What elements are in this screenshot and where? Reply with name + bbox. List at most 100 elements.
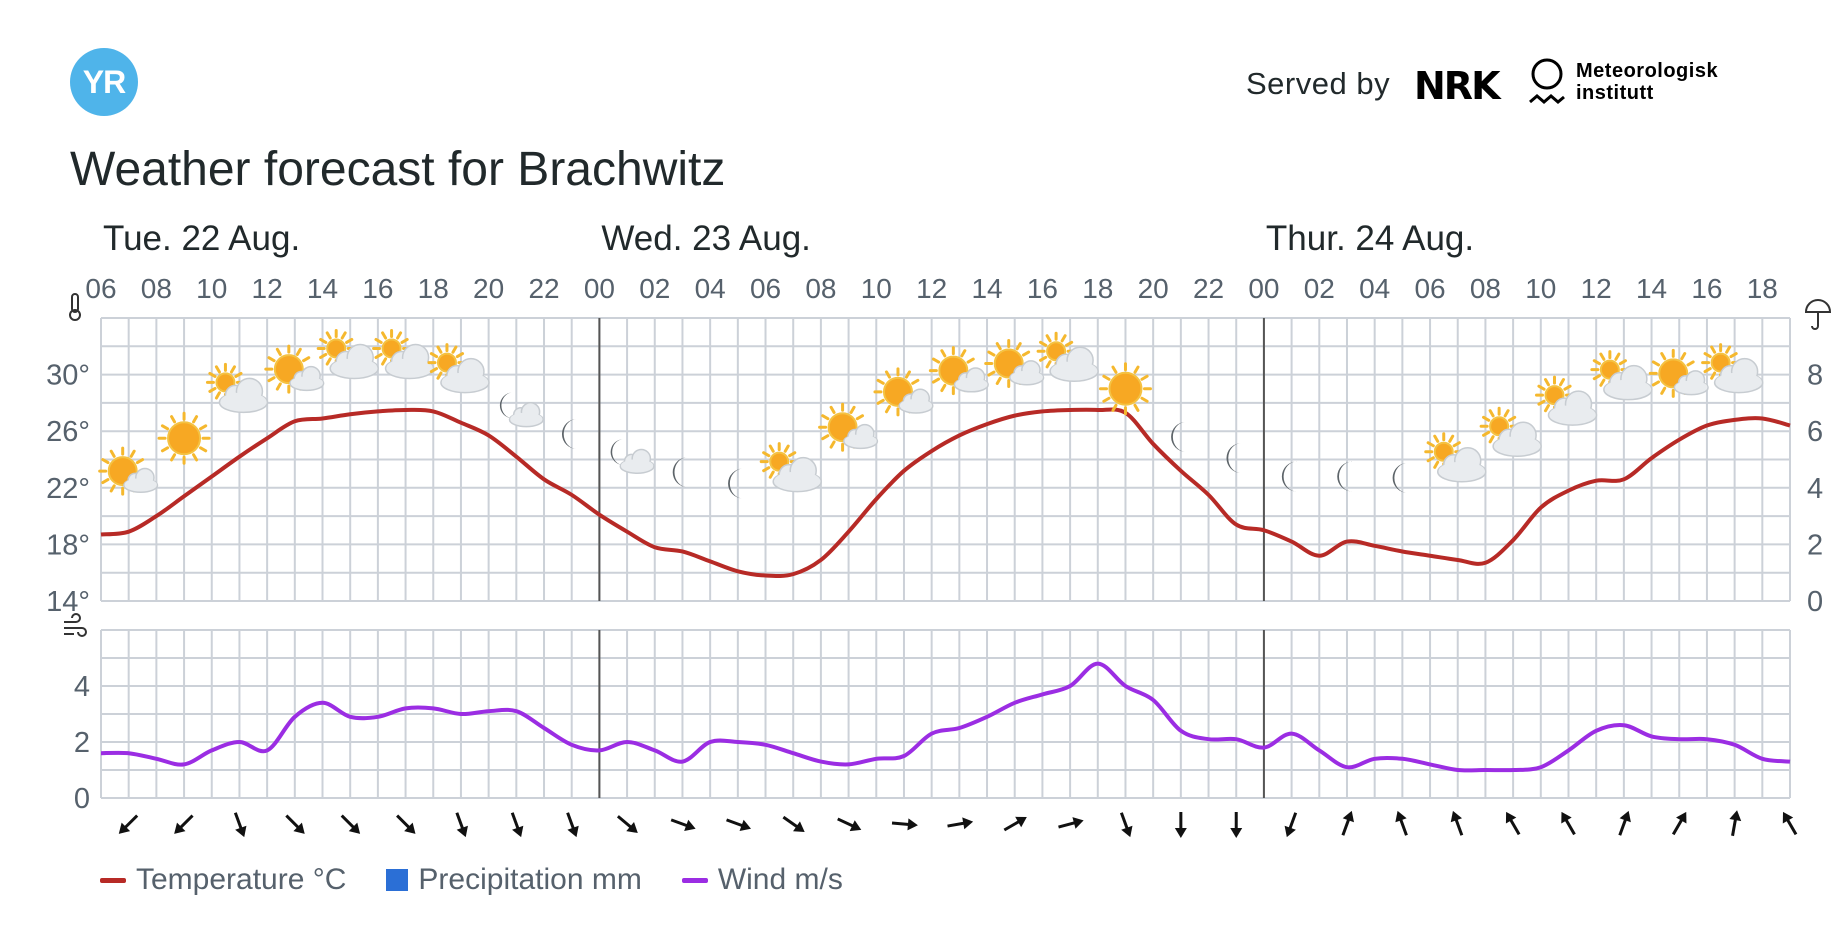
met-line1: Meteorologisk <box>1576 60 1719 82</box>
wind-direction-arrow <box>1561 811 1576 836</box>
legend-precipitation-label: Precipitation mm <box>418 863 642 896</box>
wind-direction-arrow <box>837 817 862 832</box>
wind-direction-arrow <box>118 814 139 834</box>
umbrella-icon <box>1804 299 1832 330</box>
hour-tick-label: 18 <box>1082 273 1113 304</box>
legend-temperature-label: Temperature °C <box>136 863 347 896</box>
hour-tick-label: 14 <box>307 273 338 304</box>
hour-tick-label: 06 <box>85 273 116 304</box>
moon-icon <box>728 468 744 499</box>
nrk-logo[interactable]: NRK <box>1414 64 1501 108</box>
wind-direction-arrow <box>510 812 524 838</box>
wind-direction-arrow <box>1782 811 1798 836</box>
cloudy-sun-icon <box>1479 406 1542 458</box>
temperature-tick-label: 26° <box>46 416 90 448</box>
wind-direction-arrow <box>1395 810 1408 836</box>
wind-direction-arrow <box>455 812 468 838</box>
wind-direction-arrow <box>947 817 974 830</box>
wind-direction-arrow <box>1729 810 1742 837</box>
hour-tick-label: 16 <box>1027 273 1058 304</box>
partly-sunny-icon <box>928 346 989 396</box>
cloudy-sun-icon <box>372 328 435 380</box>
hour-tick-label: 14 <box>971 273 1002 304</box>
met-line2: institutt <box>1576 82 1654 104</box>
wind-direction-arrow <box>616 815 638 833</box>
served-by-block: Served by NRK Meteorologisk institutt <box>1246 50 1846 116</box>
day-label: Tue. 22 Aug. <box>103 219 300 258</box>
precipitation-tick-label: 0 <box>1807 586 1823 618</box>
yr-logo[interactable]: YR <box>70 48 138 116</box>
hour-tick-label: 16 <box>1691 273 1722 304</box>
wind-direction-arrow <box>670 818 696 832</box>
wind-direction-arrow <box>1003 816 1027 832</box>
hour-tick-label: 12 <box>916 273 947 304</box>
hour-tick-label: 14 <box>1636 273 1667 304</box>
precipitation-tick-label: 8 <box>1807 360 1823 392</box>
legend-precipitation: Precipitation mm <box>386 863 642 897</box>
wind-direction-arrow <box>340 814 361 834</box>
wind-direction-arrow <box>1174 812 1187 838</box>
wind-direction-arrow <box>1341 810 1354 836</box>
hour-tick-label: 10 <box>196 273 227 304</box>
legend-precipitation-swatch <box>386 869 409 891</box>
wind-icon <box>64 613 87 637</box>
hour-tick-label: 04 <box>1359 273 1390 304</box>
hour-tick-label: 22 <box>1193 273 1224 304</box>
wind-direction-arrow <box>233 812 247 838</box>
hour-tick-label: 00 <box>1248 273 1279 304</box>
hour-tick-label: 20 <box>1138 273 1169 304</box>
hour-tick-label: 12 <box>252 273 283 304</box>
moon-icon <box>672 457 688 488</box>
partly-sunny-icon <box>264 344 325 394</box>
cloudy-sun-icon <box>316 328 379 380</box>
hour-tick-label: 06 <box>1414 273 1445 304</box>
wind-direction-arrow <box>726 818 751 832</box>
precipitation-tick-label: 4 <box>1807 473 1823 505</box>
temperature-tick-label: 14° <box>46 586 90 618</box>
hour-tick-label: 06 <box>750 273 781 304</box>
wind-direction-arrow <box>1119 812 1133 838</box>
wind-line <box>100 661 1791 773</box>
wind-direction-arrow <box>1284 812 1298 838</box>
legend-temperature: Temperature °C <box>100 863 346 897</box>
temperature-line <box>100 407 1791 578</box>
legend-wind: Wind m/s <box>681 863 843 897</box>
cloudy-sun-icon <box>1590 350 1653 401</box>
moon-icon <box>561 419 577 450</box>
cloudy-sun-icon <box>759 442 822 493</box>
chart-legend: Temperature °C Precipitation mm Wind m/s <box>100 863 843 897</box>
wind-tick-label: 0 <box>74 783 90 815</box>
cloudy-sun-icon <box>1424 432 1487 483</box>
wind-direction-arrow <box>285 814 305 834</box>
hour-tick-label: 20 <box>473 273 504 304</box>
temperature-tick-label: 18° <box>46 529 90 561</box>
hour-tick-label: 02 <box>1304 273 1335 304</box>
hour-tick-label: 16 <box>362 273 393 304</box>
partly-sunny-icon <box>818 402 879 452</box>
precipitation-tick-label: 2 <box>1807 529 1823 561</box>
hour-tick-label: 08 <box>805 273 836 304</box>
cloudy-sun-icon <box>1036 331 1099 383</box>
cloudy-moon-icon <box>610 439 655 475</box>
cloudy-sun-icon <box>1534 375 1598 426</box>
wind-direction-arrow <box>1230 812 1243 838</box>
legend-wind-swatch <box>681 877 708 883</box>
cloudy-sun-icon <box>427 343 490 394</box>
legend-wind-label: Wind m/s <box>717 863 843 896</box>
hour-tick-label: 08 <box>1470 273 1501 304</box>
sun-icon <box>1098 362 1152 416</box>
hour-tick-label: 18 <box>418 273 449 304</box>
met-institute-logo[interactable]: Meteorologisk institutt <box>1576 60 1718 104</box>
chart-grid <box>100 317 1791 799</box>
sun-icon <box>157 411 211 465</box>
wind-direction-arrow <box>566 812 579 838</box>
hour-tick-label: 12 <box>1581 273 1612 304</box>
wind-direction-arrow <box>1058 817 1084 829</box>
partly-sunny-icon <box>98 446 159 496</box>
cloudy-sun-icon <box>1701 343 1764 394</box>
wind-tick-label: 4 <box>74 671 90 703</box>
thermometer-icon <box>69 293 81 321</box>
wind-direction-arrow <box>1618 810 1631 836</box>
wind-direction-arrow <box>782 815 805 833</box>
